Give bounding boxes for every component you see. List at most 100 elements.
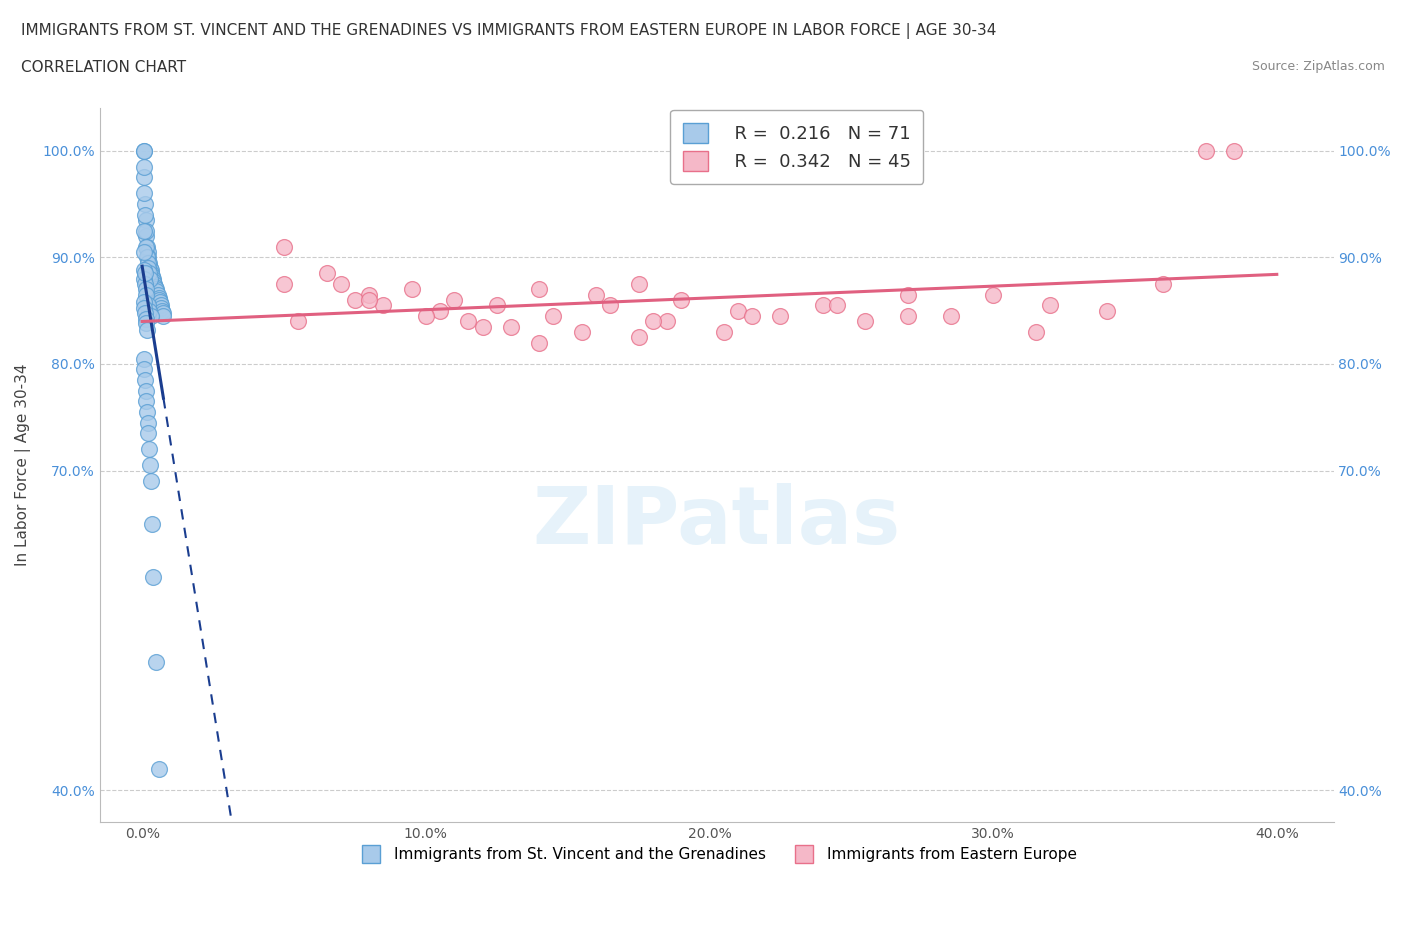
Legend: Immigrants from St. Vincent and the Grenadines, Immigrants from Eastern Europe: Immigrants from St. Vincent and the Gren… (350, 841, 1083, 869)
Point (599, 298, 621, 312)
Point (136, 239, 159, 254)
Point (357, 287, 380, 302)
Point (741, 309, 763, 324)
Point (825, 298, 848, 312)
Point (132, 223, 155, 238)
Point (136, 323, 159, 338)
Point (139, 262, 162, 277)
Point (139, 272, 162, 286)
Point (138, 426, 160, 441)
Point (138, 303, 160, 318)
Text: CORRELATION CHART: CORRELATION CHART (21, 60, 186, 75)
Point (135, 316, 157, 331)
Point (443, 293, 465, 308)
Point (139, 458, 162, 472)
Point (139, 260, 162, 275)
Point (415, 309, 437, 324)
Point (939, 309, 962, 324)
Point (135, 239, 157, 254)
Point (138, 266, 160, 281)
Point (529, 282, 551, 297)
Point (150, 301, 173, 316)
Point (136, 298, 159, 312)
Point (145, 284, 167, 299)
Point (132, 143, 155, 158)
Point (132, 143, 155, 158)
Point (138, 250, 160, 265)
Point (273, 276, 295, 291)
Point (139, 473, 162, 488)
Point (134, 186, 156, 201)
Point (641, 313, 664, 328)
Point (132, 159, 155, 174)
Point (145, 655, 167, 670)
Point (1223, 143, 1246, 158)
Point (134, 170, 156, 185)
Point (145, 282, 167, 297)
Y-axis label: In Labor Force | Age 30-34: In Labor Force | Age 30-34 (15, 364, 31, 566)
Point (150, 303, 173, 318)
Point (148, 290, 170, 305)
Point (132, 352, 155, 366)
Point (138, 442, 160, 457)
Point (1195, 143, 1218, 158)
Point (136, 255, 159, 270)
Point (981, 287, 1004, 302)
Point (134, 362, 156, 377)
Point (152, 309, 174, 324)
Point (141, 516, 163, 531)
Point (769, 309, 792, 324)
Point (1039, 298, 1062, 312)
Point (343, 293, 366, 308)
Point (897, 287, 920, 302)
Point (287, 313, 309, 328)
Point (134, 245, 156, 259)
Point (134, 305, 156, 320)
Point (655, 313, 678, 328)
Point (627, 330, 650, 345)
Point (571, 325, 593, 339)
Point (669, 293, 692, 308)
Point (136, 405, 159, 419)
Point (529, 335, 551, 350)
Point (139, 309, 162, 324)
Point (627, 276, 650, 291)
Point (146, 287, 169, 302)
Point (315, 266, 337, 281)
Point (135, 223, 157, 238)
Point (429, 303, 451, 318)
Point (136, 415, 159, 430)
Point (373, 298, 395, 312)
Point (143, 276, 166, 291)
Point (1095, 303, 1118, 318)
Point (855, 313, 877, 328)
Point (471, 319, 494, 334)
Point (811, 298, 834, 312)
Point (135, 213, 157, 228)
Point (143, 280, 166, 295)
Point (543, 309, 565, 324)
Point (152, 305, 174, 320)
Point (134, 266, 156, 281)
Point (141, 269, 163, 284)
Point (401, 282, 423, 297)
Point (727, 303, 749, 318)
Point (135, 282, 157, 297)
Point (149, 298, 172, 312)
Point (329, 276, 352, 291)
Text: IMMIGRANTS FROM ST. VINCENT AND THE GRENADINES VS IMMIGRANTS FROM EASTERN EUROPE: IMMIGRANTS FROM ST. VINCENT AND THE GREN… (21, 23, 997, 39)
Point (1025, 325, 1047, 339)
Point (457, 313, 479, 328)
Point (135, 287, 157, 302)
Point (142, 273, 165, 288)
Point (132, 295, 155, 310)
Point (136, 245, 159, 259)
Point (149, 295, 172, 310)
Point (148, 293, 170, 308)
Point (141, 266, 163, 281)
Point (134, 196, 156, 211)
Point (135, 383, 157, 398)
Point (142, 570, 165, 585)
Point (1152, 276, 1174, 291)
Point (142, 272, 165, 286)
